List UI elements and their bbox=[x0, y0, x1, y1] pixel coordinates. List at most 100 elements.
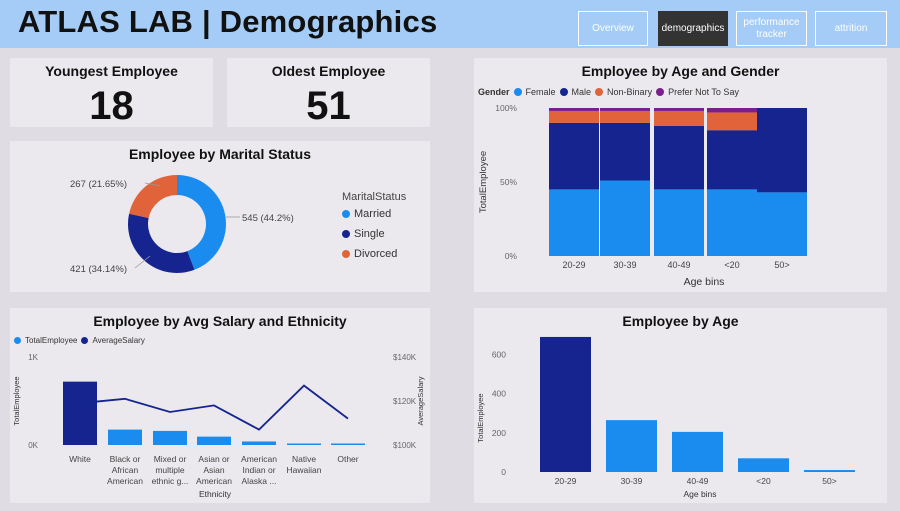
legend-single[interactable]: Single bbox=[342, 228, 385, 240]
kpi-oldest-value: 51 bbox=[306, 84, 351, 128]
bar-total-employee bbox=[63, 381, 97, 445]
age-gender-chart-title: Employee by Age and Gender bbox=[581, 63, 780, 79]
bar-total-employee bbox=[242, 441, 276, 445]
bar-prefer-not-to-say-30-39 bbox=[600, 108, 650, 111]
legend-divorced[interactable]: Divorced bbox=[342, 248, 397, 260]
marital-donut-chart: 545 (44.2%) 421 (34.14%) 267 (21.65%) bbox=[70, 175, 294, 275]
bar-employee-count-20-29 bbox=[540, 336, 591, 472]
bar-female-40-49 bbox=[654, 189, 704, 256]
kpi-oldest-label: Oldest Employee bbox=[271, 63, 386, 79]
total-employee-swatch bbox=[14, 337, 21, 344]
marital-chart-title: Employee by Marital Status bbox=[128, 146, 312, 162]
legend-single-label: Single bbox=[354, 228, 385, 240]
marital-legend-title: MaritalStatus bbox=[342, 191, 407, 203]
bar-employee-count-50> bbox=[804, 470, 855, 472]
x-tick-label: 30-39 bbox=[621, 476, 643, 486]
donut-label-single: 421 (34.14%) bbox=[70, 264, 127, 275]
x-tick-label: White bbox=[69, 454, 91, 464]
bar-non-binary-30-39 bbox=[600, 110, 650, 123]
bar-employee-count-<20 bbox=[738, 458, 789, 472]
marital-status-card: Employee by Marital Status 545 (44.2%) 42… bbox=[10, 141, 430, 292]
x-tick-label: 40-49 bbox=[667, 260, 690, 270]
y-tick-label: 1K bbox=[28, 353, 38, 362]
x-tick-label: American bbox=[196, 476, 232, 486]
donut-label-married: 545 (44.2%) bbox=[242, 213, 294, 224]
bar-non-binary-<20 bbox=[707, 112, 757, 131]
y-tick-label: 400 bbox=[492, 389, 506, 399]
x-tick-label: 20-29 bbox=[562, 260, 585, 270]
x-tick-label: American bbox=[241, 454, 277, 464]
bar-total-employee bbox=[153, 430, 187, 445]
bar-female-20-29 bbox=[549, 189, 599, 256]
x-tick-label: Asian bbox=[203, 465, 225, 475]
x-tick-label: Black or bbox=[110, 454, 141, 464]
x-axis-label: Age bins bbox=[683, 489, 716, 499]
bar-total-employee bbox=[197, 436, 231, 445]
bar-male-40-49 bbox=[654, 125, 704, 190]
kpi-youngest-label: Youngest Employee bbox=[45, 63, 178, 79]
legend-prefer-not-label[interactable]: Prefer Not To Say bbox=[668, 87, 739, 97]
x-tick-label: 50> bbox=[822, 476, 836, 486]
x-tick-label: 20-29 bbox=[555, 476, 577, 486]
employee-by-age-card: Employee by Age 600 400 200 0 TotalEmployee 2… bbox=[474, 308, 887, 503]
bar-non-binary-20-29 bbox=[549, 110, 599, 123]
kpi-youngest-card: Youngest Employee 18 bbox=[10, 58, 213, 128]
gender-legend: Gender Female Male Non-Binary Prefer Not… bbox=[478, 87, 739, 97]
donut-label-divorced: 267 (21.65%) bbox=[70, 179, 127, 190]
legend-married-label: Married bbox=[354, 208, 392, 220]
y-tick-label: 200 bbox=[492, 428, 506, 438]
kpi-youngest-value: 18 bbox=[89, 84, 134, 128]
legend-married[interactable]: Married bbox=[342, 208, 391, 220]
legend-male-label[interactable]: Male bbox=[571, 87, 592, 97]
nav-performance-tracker-button[interactable]: performance tracker bbox=[736, 11, 807, 46]
y2-tick-label: $120K bbox=[393, 397, 417, 406]
y-axis-label: TotalEmployee bbox=[12, 376, 21, 425]
legend-female-label[interactable]: Female bbox=[525, 87, 556, 97]
salary-ethnicity-chart-title: Employee by Avg Salary and Ethnicity bbox=[93, 313, 347, 329]
age-gender-card: Employee by Age and Gender Gender Female… bbox=[474, 58, 887, 292]
bar-employee-count-30-39 bbox=[606, 420, 657, 472]
kpi-oldest-card: Oldest Employee 51 bbox=[227, 58, 430, 128]
bar-total-employee bbox=[287, 443, 321, 445]
header-bar: ATLAS LAB | Demographics Overview demogr… bbox=[0, 0, 900, 48]
y-tick-label: 0 bbox=[501, 467, 506, 477]
nav-attrition-button[interactable]: attrition bbox=[815, 11, 887, 46]
legend-average-salary[interactable]: AverageSalary bbox=[92, 336, 145, 345]
x-tick-label: Asian or bbox=[198, 454, 229, 464]
donut-slice-divorced bbox=[129, 175, 177, 218]
y-axis-label: TotalEmployee bbox=[476, 393, 485, 442]
x-tick-label: Other bbox=[337, 454, 358, 464]
bar-female-<20 bbox=[707, 189, 757, 256]
nonbinary-swatch bbox=[595, 88, 604, 96]
y-tick-label: 50% bbox=[500, 177, 517, 187]
line-average-salary bbox=[79, 384, 349, 431]
y-tick-label: 0% bbox=[505, 251, 518, 261]
x-tick-label: African bbox=[112, 465, 139, 475]
x-tick-label: 50> bbox=[774, 260, 789, 270]
bar-female-50> bbox=[757, 192, 807, 256]
y-axis-label: TotalEmployee bbox=[478, 151, 489, 213]
bar-non-binary-40-49 bbox=[654, 110, 704, 126]
legend-nonbinary-label[interactable]: Non-Binary bbox=[607, 87, 653, 97]
bar-male-<20 bbox=[707, 130, 757, 190]
x-tick-label: Indian or bbox=[242, 465, 275, 475]
prefer-not-swatch bbox=[656, 88, 665, 96]
female-swatch bbox=[513, 88, 522, 96]
legend-divorced-label: Divorced bbox=[354, 248, 398, 260]
bar-male-30-39 bbox=[600, 122, 650, 181]
x-axis-label: Age bins bbox=[684, 276, 725, 288]
salary-ethnicity-card: Employee by Avg Salary and Ethnicity Tot… bbox=[10, 308, 430, 503]
gender-legend-title: Gender bbox=[478, 87, 510, 97]
bar-female-30-39 bbox=[600, 180, 650, 256]
x-tick-label: 40-49 bbox=[687, 476, 709, 486]
bar-total-employee bbox=[331, 443, 365, 445]
donut-leader-single bbox=[134, 255, 151, 269]
legend-total-employee[interactable]: TotalEmployee bbox=[25, 336, 78, 345]
nav-demographics-button[interactable]: demographics bbox=[658, 11, 728, 46]
y-tick-label: 100% bbox=[495, 103, 517, 113]
employee-by-age-chart: 600 400 200 0 TotalEmployee 20-29 30-39 40-49 <2… bbox=[476, 336, 855, 499]
donut-leader-divorced bbox=[144, 182, 161, 187]
x-tick-label: Mixed or bbox=[154, 454, 187, 464]
x-tick-label: Alaska ... bbox=[242, 476, 277, 486]
nav-overview-button[interactable]: Overview bbox=[578, 11, 648, 46]
